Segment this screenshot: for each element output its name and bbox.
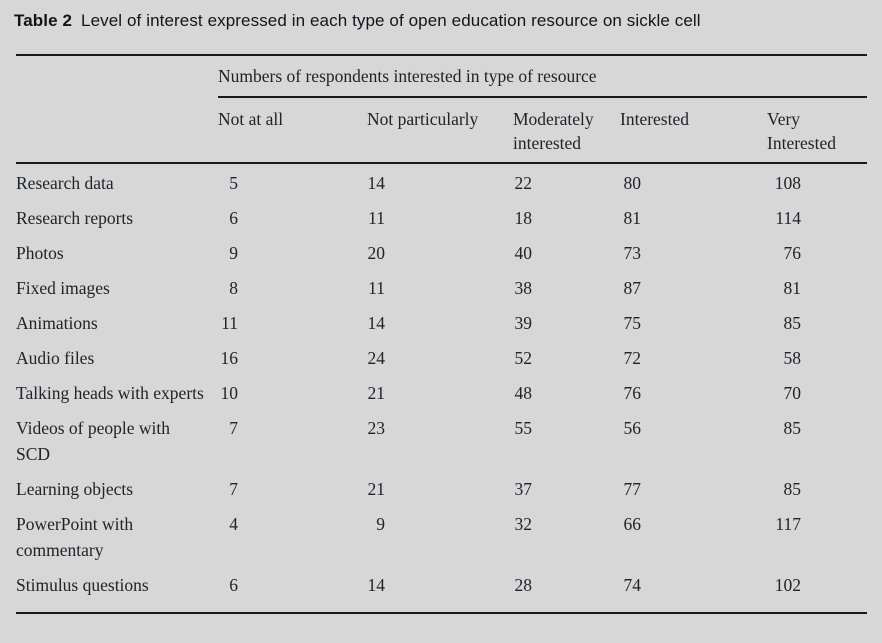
cell-value: 32 [514,514,533,534]
cell-value: 74 [620,566,767,614]
corner-cell [16,54,218,97]
cell-value: 9 [376,514,385,534]
table-caption-label: Table 2 [14,11,73,30]
cell-value: 85 [783,313,802,333]
cell-value: 56 [623,418,642,438]
cell-value: 10 [220,383,239,403]
cell-value: 23 [367,418,386,438]
cell-value: 40 [514,243,533,263]
cell-value: 66 [623,514,642,534]
cell-value: 11 [221,313,238,333]
table-row: PowerPoint with commentary 4 9 32 66 117 [16,505,867,566]
table-row: Research data 5 14 22 80 108 [16,163,867,199]
cell-value: 114 [775,208,801,228]
cell-value: 108 [774,173,801,193]
cell-value: 7 [229,479,238,499]
cell-value: 4 [229,514,238,534]
cell-value: 80 [623,173,642,193]
cell-value: 117 [775,514,801,534]
table-row: Audio files 16 24 52 72 58 [16,339,867,374]
cell-value: 14 [367,313,386,333]
column-header-interested: Interested [620,97,767,164]
column-header-not-particularly: Not particularly [367,97,513,164]
table-row: Photos 9 20 40 73 76 [16,234,867,269]
cell-value: 55 [514,418,533,438]
column-header-very-interested: Very Interested [767,97,868,164]
cell-value: 76 [623,383,642,403]
cell-value: 72 [623,348,642,368]
cell-value: 5 [229,173,238,193]
cell-value: 18 [514,208,533,228]
span-header-row: Numbers of respondents interested in typ… [16,54,868,98]
cell-value: 48 [514,383,533,403]
table-row: Stimulus questions 6 14 28 74 102 [16,566,868,614]
cell-value: 87 [623,278,642,298]
cell-value: 24 [367,348,386,368]
row-label: Videos of people with SCD [16,418,170,464]
cell-value: 75 [623,313,642,333]
cell-value: 76 [783,243,802,263]
cell-value: 11 [368,208,385,228]
table-caption: Table 2 Level of interest expressed in ea… [14,11,701,31]
row-label: Learning objects [16,479,134,499]
cell-value: 81 [623,208,642,228]
column-header-empty [16,97,218,164]
cell-value: 20 [367,243,386,263]
row-label: Research data [16,173,114,193]
cell-value: 81 [783,278,802,298]
cell-value: 39 [514,313,533,333]
cell-value: 77 [623,479,642,499]
table-row: Animations 11 14 39 75 85 [16,304,867,339]
row-label: PowerPoint with commentary [16,514,134,560]
row-label: Fixed images [16,278,110,298]
table-row: Learning objects 7 21 37 77 85 [16,470,867,505]
row-label: Stimulus questions [16,566,218,614]
table-container: Numbers of respondents interested in typ… [16,54,868,614]
cell-value: 85 [783,479,802,499]
cell-value: 21 [367,479,386,499]
cell-value: 73 [623,243,642,263]
row-label: Photos [16,243,64,263]
cell-value: 8 [229,278,238,298]
interest-table: Numbers of respondents interested in typ… [16,54,868,614]
cell-value: 11 [368,278,385,298]
table-row: Talking heads with experts 10 21 48 76 7… [16,374,867,409]
cell-value: 28 [513,566,620,614]
cell-value: 52 [514,348,533,368]
table-row: Videos of people with SCD 7 23 55 56 85 [16,409,867,470]
table-row: Fixed images 8 11 38 87 81 [16,269,867,304]
cell-value: 22 [514,173,533,193]
row-label: Research reports [16,208,134,228]
cell-value: 6 [218,566,367,614]
cell-value: 102 [767,566,868,614]
cell-value: 16 [220,348,239,368]
cell-value: 9 [229,243,238,263]
column-header-moderately-interested: Moderately interested [513,97,620,164]
column-header-row: Not at all Not particularly Moderately i… [16,97,868,164]
cell-value: 7 [229,418,238,438]
cell-value: 58 [783,348,802,368]
row-label: Audio files [16,348,95,368]
cell-value: 37 [514,479,533,499]
cell-value: 14 [367,566,513,614]
table-row: Research reports 6 11 18 81 114 [16,199,867,234]
cell-value: 85 [783,418,802,438]
row-label: Animations [16,313,98,333]
cell-value: 38 [514,278,533,298]
cell-value: 21 [367,383,386,403]
column-header-not-at-all: Not at all [218,97,367,164]
span-header: Numbers of respondents interested in typ… [218,54,868,98]
row-label: Talking heads with experts [16,383,204,403]
cell-value: 6 [229,208,238,228]
cell-value: 70 [783,383,802,403]
table-caption-text: Level of interest expressed in each type… [81,11,701,30]
cell-value: 14 [367,173,386,193]
